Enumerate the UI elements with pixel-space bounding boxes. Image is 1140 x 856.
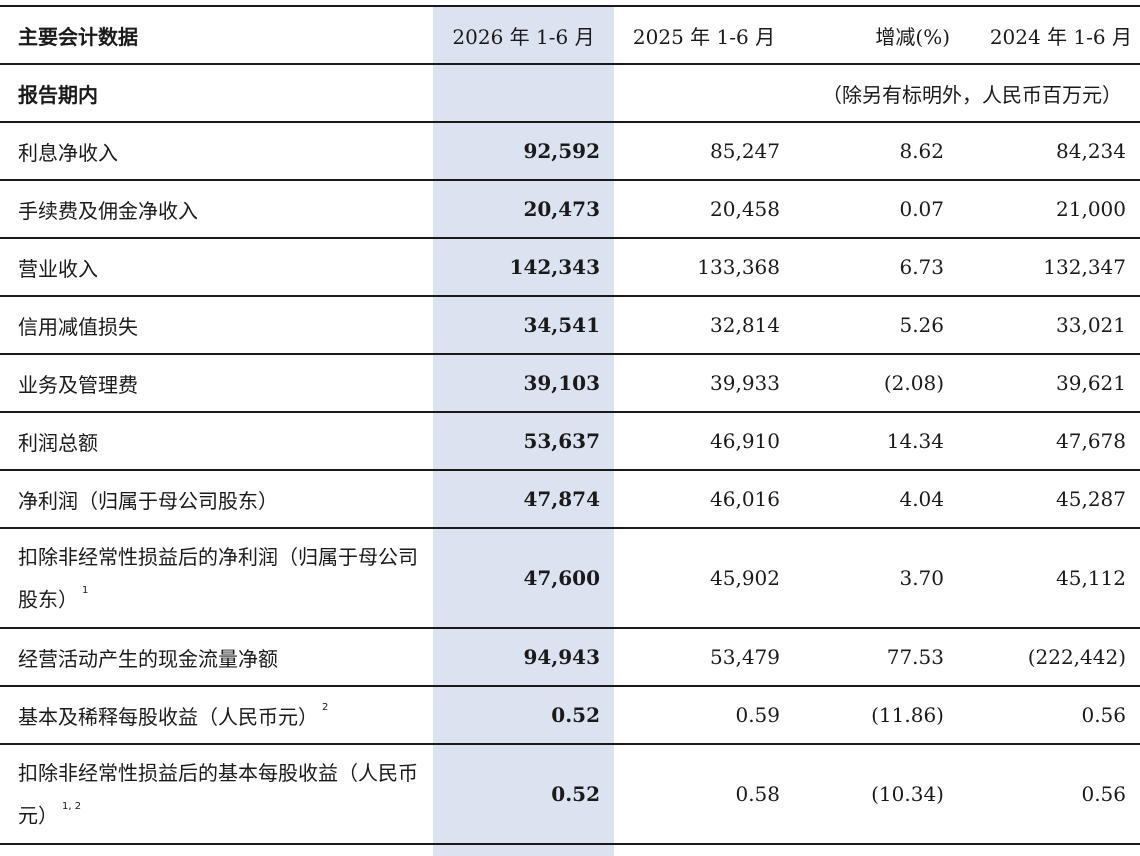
row-label-text: 基本及稀释每股收益（人民币元） [18,704,318,729]
row-label: 营业收入 [0,238,433,297]
value-2025: 85,247 [614,122,794,181]
row-label-text: 经营活动产生的现金流量净额 [18,646,278,671]
value-change: 5.26 [794,296,958,355]
footnote-marker: 1 [82,584,89,596]
value-2024: 45,112 [958,528,1140,629]
table-title: 主要会计数据 [0,5,433,65]
value-change: 8.62 [794,122,958,181]
value-2025: 133,368 [614,238,794,297]
column-header-change: 增减(%) [794,5,958,65]
row-label: 扣除非经常性损益后的净利润（归属于母公司股东） 1 [0,528,433,629]
value-change: 14.34 [794,412,958,471]
row-label: 利息净收入 [0,122,433,181]
row-label: 信用减值损失 [0,296,433,355]
row-label: 经营活动产生的现金流量净额 [0,628,433,687]
column-header-2025: 2025 年 1-6 月 [614,5,794,65]
value-2026: 0.52 [433,744,614,845]
section-label: 报告期内 [0,64,433,123]
row-label-text: 利息净收入 [18,140,118,165]
table-row: 基本及稀释每股收益（人民币元） 2 0.52 0.59 (11.86) 0.56 [0,686,1140,745]
table-row: 扣除非经常性损益后的净利润（归属于母公司股东） 1 47,600 45,902 3.70… [0,528,1140,629]
row-label-text: 营业收入 [18,256,98,281]
value-2025: 53,479 [614,628,794,687]
value-2026: 92,592 [433,122,614,181]
footnote-marker: 1, 2 [62,800,82,812]
row-label: 业务及管理费 [0,354,433,413]
value-2025: 46,016 [614,470,794,529]
row-label: 手续费及佣金净收入 [0,180,433,239]
value-2026: 53,637 [433,412,614,471]
value-2024: 132,347 [958,238,1140,297]
value-2026: 47,600 [433,528,614,629]
value-2026: 20,473 [433,180,614,239]
financial-data-table: 主要会计数据 2026 年 1-6 月 2025 年 1-6 月 增减(%) 2… [0,5,1140,845]
value-2024: 47,678 [958,412,1140,471]
footnote-marker: 2 [322,701,329,713]
value-2024: 33,021 [958,296,1140,355]
value-2024: 45,287 [958,470,1140,529]
subheader-row: 报告期内 （除另有标明外，人民币百万元） [0,64,1140,123]
header-row: 主要会计数据 2026 年 1-6 月 2025 年 1-6 月 增减(%) 2… [0,5,1140,65]
value-change: 6.73 [794,238,958,297]
table-row: 手续费及佣金净收入 20,473 20,458 0.07 21,000 [0,180,1140,239]
value-2026: 0.52 [433,686,614,745]
row-label-text: 扣除非经常性损益后的基本每股收益（人民币元） [18,760,418,828]
table-row: 营业收入 142,343 133,368 6.73 132,347 [0,238,1140,297]
row-label-text: 手续费及佣金净收入 [18,198,198,223]
subheader-current-cell [433,64,614,123]
table-row: 扣除非经常性损益后的基本每股收益（人民币元） 1, 2 0.52 0.58 (10.34… [0,744,1140,845]
value-2024: 0.56 [958,744,1140,845]
unit-note: （除另有标明外，人民币百万元） [614,64,1140,123]
value-change: (11.86) [794,686,958,745]
value-change: (10.34) [794,744,958,845]
row-label-text: 扣除非经常性损益后的净利润（归属于母公司股东） [18,544,418,612]
value-2025: 46,910 [614,412,794,471]
value-2024: 0.56 [958,686,1140,745]
value-2025: 20,458 [614,180,794,239]
value-change: (2.08) [794,354,958,413]
table-row: 利润总额 53,637 46,910 14.34 47,678 [0,412,1140,471]
value-2026: 142,343 [433,238,614,297]
value-2025: 0.58 [614,744,794,845]
value-2025: 0.59 [614,686,794,745]
value-2025: 32,814 [614,296,794,355]
row-label: 净利润（归属于母公司股东） [0,470,433,529]
value-change: 4.04 [794,470,958,529]
value-2026: 47,874 [433,470,614,529]
value-2024: 21,000 [958,180,1140,239]
table-body: 利息净收入 92,592 85,247 8.62 84,234 手续费及佣金净收入 20,4… [0,122,1140,845]
column-header-2026: 2026 年 1-6 月 [433,5,614,65]
table-row: 利息净收入 92,592 85,247 8.62 84,234 [0,122,1140,181]
table-row: 经营活动产生的现金流量净额 94,943 53,479 77.53 (222,442) [0,628,1140,687]
value-2025: 45,902 [614,528,794,629]
value-2026: 39,103 [433,354,614,413]
value-change: 0.07 [794,180,958,239]
value-2026: 34,541 [433,296,614,355]
row-label-text: 净利润（归属于母公司股东） [18,488,278,513]
value-change: 77.53 [794,628,958,687]
row-label: 利润总额 [0,412,433,471]
value-2026: 94,943 [433,628,614,687]
row-label: 扣除非经常性损益后的基本每股收益（人民币元） 1, 2 [0,744,433,845]
row-label-text: 业务及管理费 [18,372,138,397]
row-label-text: 利润总额 [18,430,98,455]
value-2025: 39,933 [614,354,794,413]
value-2024: 84,234 [958,122,1140,181]
table-row: 信用减值损失 34,541 32,814 5.26 33,021 [0,296,1140,355]
row-label: 基本及稀释每股收益（人民币元） 2 [0,686,433,745]
value-2024: (222,442) [958,628,1140,687]
value-change: 3.70 [794,528,958,629]
row-label-text: 信用减值损失 [18,314,138,339]
value-2024: 39,621 [958,354,1140,413]
column-header-2024: 2024 年 1-6 月 [958,5,1140,65]
table-row: 净利润（归属于母公司股东） 47,874 46,016 4.04 45,287 [0,470,1140,529]
table-row: 业务及管理费 39,103 39,933 (2.08) 39,621 [0,354,1140,413]
